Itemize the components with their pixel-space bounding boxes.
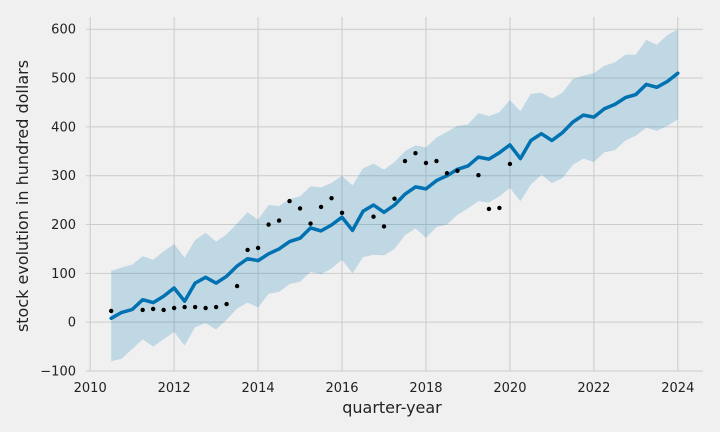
observed-point <box>371 214 376 219</box>
observed-point <box>486 206 492 212</box>
observed-point <box>287 198 292 204</box>
observed-point <box>476 173 481 178</box>
observed-point <box>507 161 513 167</box>
y-tick-label: 500 <box>51 72 76 87</box>
observed-point <box>224 301 229 307</box>
grid-layer <box>86 17 703 372</box>
observed-point <box>444 171 450 176</box>
point-layer <box>108 151 513 314</box>
forecast-line <box>109 71 680 321</box>
uncertainty-band <box>111 29 678 362</box>
observed-point <box>339 210 345 215</box>
observed-point <box>182 304 187 310</box>
y-tick-label: 400 <box>51 120 76 135</box>
y-tick-label: 0 <box>68 316 76 331</box>
observed-point <box>497 205 502 211</box>
observed-point <box>423 160 429 166</box>
observed-point <box>329 195 334 201</box>
observed-point <box>318 204 324 210</box>
observed-point <box>213 304 219 310</box>
line-layer <box>109 71 680 321</box>
observed-point <box>108 308 114 314</box>
x-tick-label: 2024 <box>661 381 694 396</box>
observed-point <box>413 151 418 156</box>
observed-point <box>234 283 240 289</box>
observed-point <box>297 206 303 211</box>
observed-point <box>434 158 439 164</box>
observed-point <box>203 305 208 311</box>
observed-point <box>402 158 408 164</box>
observed-point <box>276 218 282 223</box>
x-tick-label: 2018 <box>409 381 442 396</box>
tick-layer: 2010 2012 2014 2016 2018 2020 2022 2024 −100 0 100… <box>40 23 694 396</box>
observed-point <box>255 245 261 251</box>
observed-point <box>171 305 177 311</box>
x-tick-label: 2010 <box>74 381 107 396</box>
y-tick-label: −100 <box>40 365 76 380</box>
observed-point <box>245 247 250 253</box>
observed-point <box>392 196 397 201</box>
observed-point <box>455 168 460 174</box>
y-axis-title: stock evolution in hundred dollars <box>13 60 32 332</box>
observed-point <box>381 224 387 229</box>
x-tick-label: 2022 <box>577 381 610 396</box>
y-tick-label: 100 <box>51 267 76 282</box>
y-tick-label: 200 <box>51 218 76 233</box>
observed-point <box>266 222 271 227</box>
observed-point <box>140 307 145 313</box>
x-tick-label: 2012 <box>158 381 191 396</box>
band-layer <box>111 29 678 362</box>
y-tick-label: 600 <box>51 23 76 38</box>
x-tick-label: 2014 <box>242 381 275 396</box>
observed-point <box>161 307 166 313</box>
y-tick-label: 300 <box>51 169 76 184</box>
x-tick-label: 2016 <box>325 381 358 396</box>
x-axis-title: quarter-year <box>342 398 442 417</box>
observed-point <box>308 221 313 226</box>
x-tick-label: 2020 <box>493 381 526 396</box>
observed-point <box>192 304 198 310</box>
observed-point <box>150 306 156 312</box>
